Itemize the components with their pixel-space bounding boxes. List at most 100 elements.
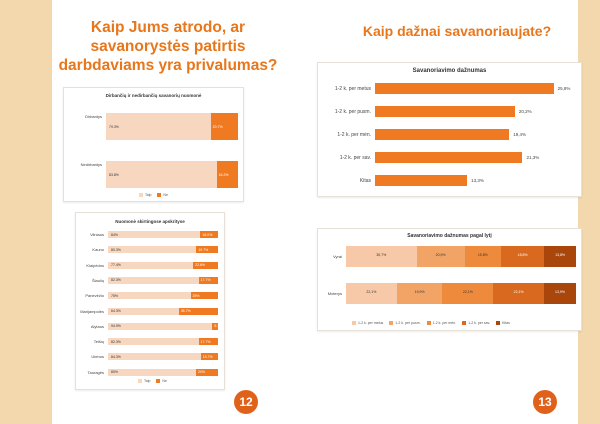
bar-row: 82.3% 17.7% bbox=[108, 276, 218, 284]
data-label: 94.9% bbox=[111, 324, 121, 329]
data-label: 17.7% bbox=[200, 278, 211, 283]
bar-segment: 13,8% bbox=[544, 246, 576, 267]
left-page: Kaip Jums atrodo, ar savanorystės patirt… bbox=[0, 0, 278, 424]
data-label: 79.3% bbox=[109, 124, 119, 129]
legend-label: Taip bbox=[144, 379, 151, 383]
data-label: 84.3% bbox=[111, 354, 121, 359]
category-label: Panevėžio bbox=[85, 293, 104, 299]
data-label: 22,1% bbox=[513, 290, 524, 294]
data-label: 77.4% bbox=[111, 263, 121, 268]
data-label: 35.7% bbox=[180, 309, 191, 313]
chart-frequency-by-gender: Savanoriavimo dažnumas pagal lytį Vyrai 3… bbox=[317, 228, 582, 331]
data-label: 83.8% bbox=[109, 172, 119, 177]
category-label: Vilniaus bbox=[90, 232, 104, 237]
data-label: 75% bbox=[111, 293, 119, 298]
category-label: 1-2 k. per metus bbox=[334, 86, 371, 92]
bar-no bbox=[196, 368, 218, 376]
bar-segment: 15,8% bbox=[464, 246, 501, 267]
legend-swatch bbox=[352, 321, 356, 326]
category-label: Tauragės bbox=[87, 369, 104, 375]
bar-row: 84% 16.0% bbox=[108, 231, 218, 238]
data-label: 30,7% bbox=[376, 253, 387, 257]
legend-swatch bbox=[138, 379, 142, 384]
bar-row: 83.8% 16.2% bbox=[106, 161, 238, 188]
bar-yes bbox=[108, 322, 213, 330]
bar-no bbox=[200, 231, 218, 238]
legend-item: Taip bbox=[139, 193, 152, 198]
legend-label: Taip bbox=[145, 193, 152, 197]
bar-no bbox=[200, 353, 218, 361]
bar-row: 75% 25% bbox=[108, 292, 218, 300]
right-page: Kaip dažnai savanoriaujate? Savanoriavim… bbox=[300, 0, 600, 424]
data-label: 82.3% bbox=[111, 278, 121, 283]
legend-label: Ne bbox=[163, 193, 168, 197]
bar-segment: 22,1% bbox=[346, 283, 397, 304]
legend-swatch bbox=[426, 321, 431, 326]
bar-yes bbox=[108, 261, 194, 269]
data-label: 13,8% bbox=[555, 253, 566, 257]
chart-employed-opinion: Dirbančių ir nedirbančių savanorių nuomo… bbox=[63, 87, 244, 202]
legend-item: Kitas bbox=[496, 321, 510, 326]
bar-row: 77.4% 22.6% bbox=[108, 261, 218, 269]
legend-item: Taip bbox=[138, 379, 151, 384]
data-label: 80% bbox=[111, 370, 119, 375]
legend-swatch bbox=[157, 193, 162, 198]
legend-swatch bbox=[156, 379, 161, 384]
right-page-title: Kaip dažnai savanoriaujate? bbox=[362, 23, 552, 39]
data-label: 22,1% bbox=[366, 290, 377, 294]
chart-county-opinion: Nuomonė skirtingose apskrityse Vilniaus 8… bbox=[75, 212, 225, 390]
bar-yes bbox=[108, 307, 179, 315]
category-label: Vyrai bbox=[333, 254, 342, 259]
legend-item: 1-2 k. per pusm. bbox=[389, 321, 421, 326]
category-label: Marijampolės bbox=[80, 308, 104, 314]
legend-item: Ne bbox=[156, 379, 167, 384]
bar-no bbox=[196, 246, 218, 254]
category-label: 1-2 k. per sav. bbox=[339, 155, 371, 161]
bar-yes bbox=[108, 246, 197, 254]
frequency-bar bbox=[375, 83, 554, 94]
bar-segment: 18,8% bbox=[501, 246, 545, 267]
category-label: Dirbantys bbox=[85, 114, 102, 119]
left-title-line-2: savanorystės patirtis bbox=[90, 38, 246, 55]
data-label: 25,8% bbox=[557, 86, 571, 91]
category-label: 1-2 k. per mėn. bbox=[337, 132, 371, 138]
bar-yes bbox=[108, 353, 201, 361]
bar-segment: 20,9% bbox=[416, 246, 465, 267]
data-label: 18,8% bbox=[517, 253, 528, 257]
category-label: Telšių bbox=[93, 339, 104, 345]
data-label: 19,4% bbox=[513, 132, 527, 137]
category-label: Kauno bbox=[92, 247, 104, 253]
category-label: Kitas bbox=[359, 178, 371, 184]
category-label: 1-2 k. per pusm. bbox=[334, 109, 371, 115]
page-number-badge: 13 bbox=[533, 390, 557, 414]
category-label: Klaipėdos bbox=[86, 262, 104, 268]
legend-item: Ne bbox=[157, 193, 168, 198]
legend-label: Ne bbox=[162, 379, 167, 383]
category-label: Šiaulių bbox=[91, 277, 104, 283]
legend-label: 1-2 k. per mėn. bbox=[432, 321, 457, 325]
legend-label: Kitas bbox=[502, 321, 510, 325]
bar-no bbox=[190, 292, 218, 300]
frequency-bar bbox=[375, 175, 468, 186]
chart2-legend: Taip Ne bbox=[138, 379, 167, 384]
bar-yes bbox=[108, 292, 191, 300]
chart-frequency: Savanoriavimo dažnumas 1-2 k. per metus 2… bbox=[317, 62, 582, 197]
chart-title: Savanoriavimo dažnumas bbox=[412, 68, 487, 74]
bar-segment: 22,1% bbox=[442, 283, 494, 304]
bar-segment: 30,7% bbox=[346, 246, 417, 267]
data-label: 22,1% bbox=[462, 290, 473, 294]
chart1-legend: Taip Ne bbox=[139, 193, 168, 198]
legend-item: 1-2 k. per metus bbox=[352, 321, 383, 326]
chart4-legend: 1-2 k. per metus 1-2 k. per pusm. 1-2 k. p… bbox=[352, 321, 510, 326]
bar-yes bbox=[106, 161, 217, 188]
legend-swatch bbox=[462, 321, 467, 326]
bar-no bbox=[198, 276, 218, 284]
bar-no bbox=[212, 322, 218, 330]
bar-yes bbox=[108, 231, 201, 238]
bar-row: 82.3% 17.7% bbox=[108, 338, 218, 346]
data-label: 13,9% bbox=[555, 290, 565, 294]
category-label: Nedirbantys bbox=[80, 162, 102, 167]
data-label: 64.3% bbox=[111, 309, 121, 313]
left-title-line-1: Kaip Jums atrodo, ar bbox=[90, 19, 246, 36]
